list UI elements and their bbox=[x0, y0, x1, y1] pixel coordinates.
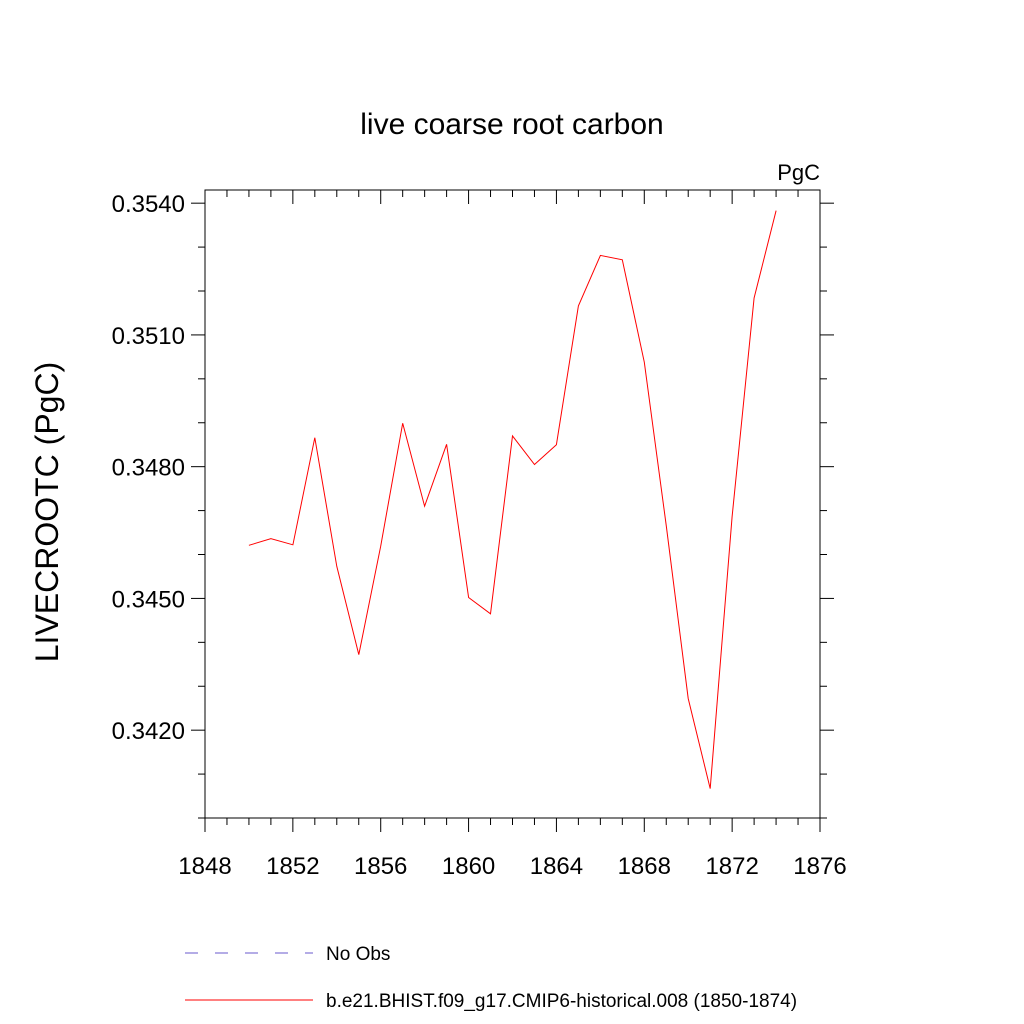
y-tick-label: 0.3510 bbox=[112, 323, 185, 350]
series-layer bbox=[248, 210, 777, 789]
y-axis-label: LIVECROOTC (PgC) bbox=[29, 362, 65, 662]
legend-label: b.e21.BHIST.f09_g17.CMIP6-historical.008… bbox=[326, 991, 797, 1012]
units-label: PgC bbox=[777, 160, 820, 185]
series-line bbox=[248, 210, 777, 789]
legend-label: No Obs bbox=[326, 944, 390, 965]
y-tick-label: 0.3450 bbox=[112, 586, 185, 613]
x-tick-label: 1864 bbox=[530, 853, 583, 880]
legend: No Obs b.e21.BHIST.f09_g17.CMIP6-historic… bbox=[185, 944, 797, 1012]
x-tick-label: 1848 bbox=[178, 853, 231, 880]
x-tick-label: 1876 bbox=[793, 853, 846, 880]
axis-tick-labels: 1848 1852 1856 1860 1864 1868 1872 1876 0.3540 0.… bbox=[112, 191, 847, 880]
chart-title: live coarse root carbon bbox=[360, 108, 664, 141]
y-tick-label: 0.3420 bbox=[112, 718, 185, 745]
y-tick-label: 0.3540 bbox=[112, 191, 185, 218]
x-tick-label: 1852 bbox=[266, 853, 319, 880]
plot-frame bbox=[204, 189, 821, 819]
x-tick-label: 1872 bbox=[705, 853, 758, 880]
axis-ticks bbox=[191, 190, 834, 832]
x-tick-label: 1860 bbox=[442, 853, 495, 880]
y-tick-label: 0.3480 bbox=[112, 455, 185, 482]
x-tick-label: 1856 bbox=[354, 853, 407, 880]
x-tick-label: 1868 bbox=[618, 853, 671, 880]
